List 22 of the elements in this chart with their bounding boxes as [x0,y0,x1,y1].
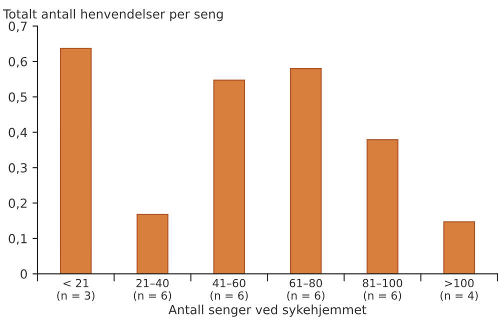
y-tick-label: 0,1 [8,234,27,245]
x-axis-title: Antall senger ved sykehjemmet [168,304,366,317]
x-tick-label: 41–60 (n = 6) [210,278,248,302]
bar [290,68,322,274]
y-tick-label: 0,6 [8,56,27,68]
y-tick-label: 0,3 [8,163,27,174]
y-axis-title: Totalt antall henvendelser per seng [2,9,223,22]
bar [366,139,398,274]
bar [60,48,92,274]
bar [443,221,476,274]
x-tick-label: 81–100 (n = 6) [362,278,402,302]
bar [213,80,246,274]
y-tick-label: 0 [20,269,27,279]
x-tick-label: 61–80 (n = 6) [287,278,324,302]
y-tick-label: 0,4 [8,128,28,138]
y-tick-label: 0,2 [8,198,27,210]
y-tick-label: 0,5 [8,92,27,104]
y-tick-label: 0,7 [8,22,27,32]
x-tick-label: 21–40 (n = 6) [134,278,172,302]
x-tick-label: >100 (n = 4) [440,278,478,302]
x-tick-label: < 21 (n = 3) [57,278,94,302]
bar [136,214,168,274]
